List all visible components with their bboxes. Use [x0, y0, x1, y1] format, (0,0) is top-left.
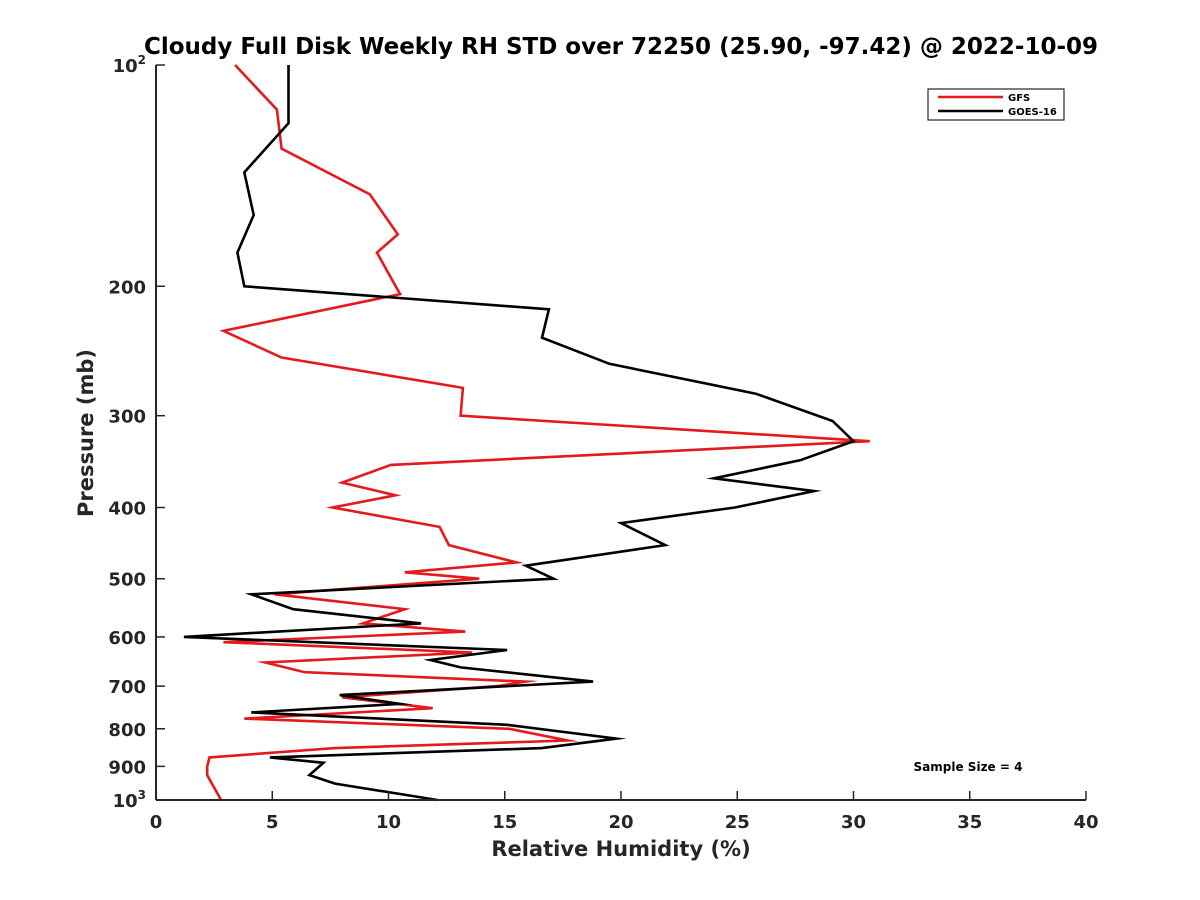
sample-size-annotation: Sample Size = 4 — [914, 760, 1023, 774]
x-tick-label: 0 — [150, 812, 163, 833]
x-tick-label: 15 — [492, 812, 517, 833]
y-axis-label: Pressure (mb) — [74, 349, 98, 517]
x-tick-label: 40 — [1073, 812, 1098, 833]
x-ticks: 0 5 10 15 20 25 30 35 40 — [150, 791, 1099, 833]
y-tick-label: 900 — [108, 757, 146, 778]
y-tick-label: 600 — [108, 628, 146, 649]
legend: GFS GOES-16 — [927, 88, 1065, 121]
y-tick-label: 700 — [108, 677, 146, 698]
legend-label-goes16: GOES-16 — [1008, 107, 1057, 118]
x-tick-label: 5 — [266, 812, 279, 833]
x-axis-label: Relative Humidity (%) — [491, 837, 750, 861]
y-tick-label: 102 — [113, 53, 146, 77]
y-tick-label: 500 — [108, 570, 146, 591]
x-tick-label: 20 — [608, 812, 633, 833]
x-tick-label: 35 — [957, 812, 982, 833]
y-tick-label: 300 — [108, 407, 146, 428]
series-line-goes16 — [183, 65, 856, 802]
chart-title: Cloudy Full Disk Weekly RH STD over 7225… — [144, 34, 1098, 60]
x-tick-label: 25 — [725, 812, 750, 833]
y-tick-label: 103 — [113, 788, 146, 812]
y-tick-label: 200 — [108, 277, 146, 298]
plot-area — [156, 65, 1086, 800]
y-tick-label: 400 — [108, 499, 146, 520]
plot-background — [156, 65, 1086, 800]
x-tick-label: 10 — [376, 812, 401, 833]
y-tick-label: 800 — [108, 720, 146, 741]
x-tick-label: 30 — [841, 812, 866, 833]
series-layer — [183, 64, 870, 802]
series-line-gfs — [205, 64, 870, 801]
legend-label-gfs: GFS — [1008, 93, 1030, 104]
legend-box — [927, 88, 1065, 121]
y-ticks: 102 200 300 400 500 600 700 800 900 103 — [108, 53, 165, 812]
